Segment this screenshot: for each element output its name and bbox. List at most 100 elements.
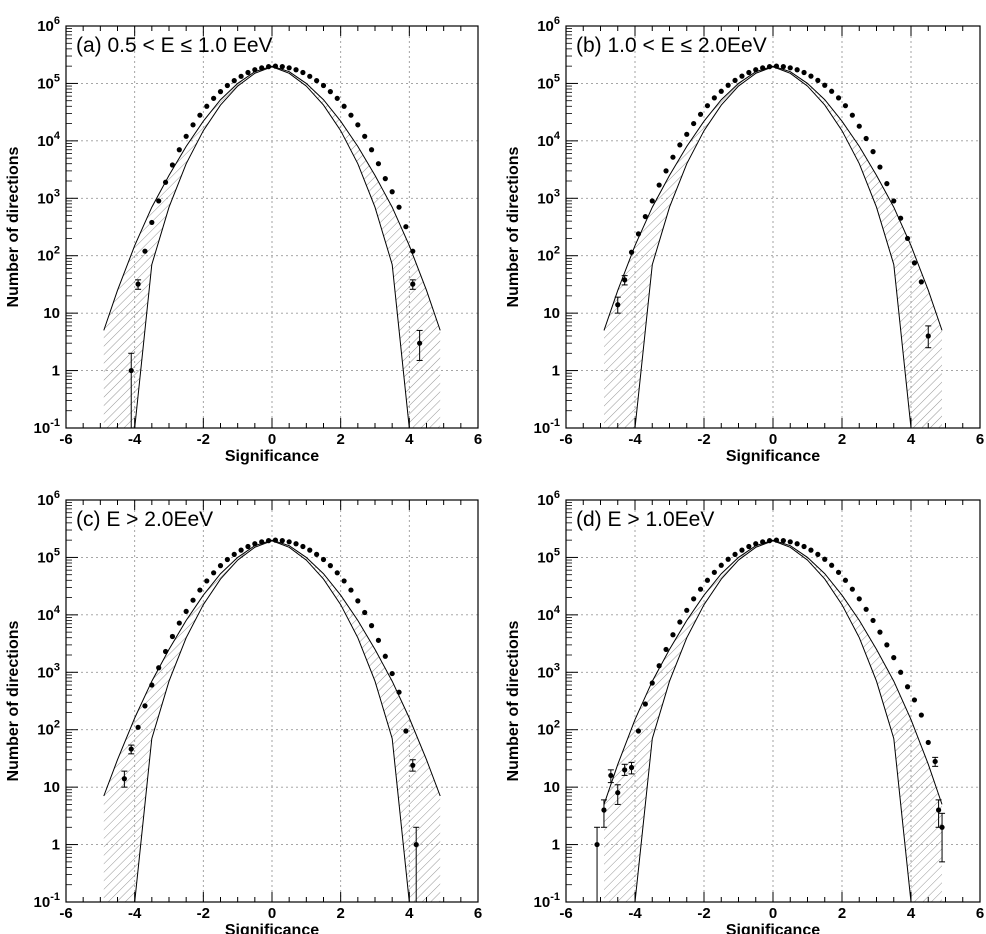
data-point <box>622 767 628 773</box>
y-tick-label: 105 <box>537 72 560 92</box>
data-point <box>320 556 327 563</box>
x-tick-label: 4 <box>405 431 414 448</box>
data-point <box>794 541 800 547</box>
data-point <box>382 653 388 659</box>
data-point <box>135 724 141 730</box>
data-point <box>162 179 169 185</box>
y-tick-label: 102 <box>537 245 560 265</box>
y-tick-label: 103 <box>37 187 60 207</box>
y-tick-label: 10 <box>43 305 60 322</box>
data-point <box>245 69 251 76</box>
y-tick-label: 104 <box>537 130 561 150</box>
data-point <box>382 176 388 182</box>
data-point <box>732 77 738 83</box>
data-point <box>829 88 835 94</box>
data-point <box>677 619 683 625</box>
data-point <box>169 162 176 168</box>
data-point <box>642 701 648 707</box>
data-point <box>169 633 176 640</box>
data-point <box>135 281 141 287</box>
data-point <box>753 541 759 547</box>
panel-label: (b) 1.0 < E ≤ 2.0EeV <box>576 34 767 57</box>
data-point <box>766 538 773 544</box>
data-point <box>149 219 155 226</box>
data-point <box>780 538 786 544</box>
data-point <box>156 665 162 671</box>
data-point <box>204 578 210 584</box>
band-upper-curve <box>103 539 441 797</box>
data-point <box>746 69 752 76</box>
data-point <box>413 841 419 848</box>
data-point <box>642 213 648 220</box>
data-point <box>293 541 299 547</box>
y-tick-label: 103 <box>537 661 560 681</box>
data-point <box>677 142 683 148</box>
data-point <box>594 841 600 848</box>
data-point <box>697 111 704 117</box>
data-point <box>128 746 134 752</box>
x-axis-label: Significance <box>726 922 820 934</box>
data-point <box>403 224 409 230</box>
y-tick-label: 105 <box>537 546 560 566</box>
data-point <box>211 570 217 576</box>
data-point <box>918 712 924 718</box>
x-tick-label: -4 <box>628 431 642 448</box>
data-point <box>286 65 292 71</box>
x-tick-label: -4 <box>128 905 142 922</box>
x-tick-label: -6 <box>559 905 572 922</box>
data-point <box>142 703 148 709</box>
data-point <box>197 112 203 118</box>
data-point <box>362 133 368 139</box>
data-point <box>656 663 662 669</box>
data-point <box>849 586 855 592</box>
y-axis-label: Number of directions <box>5 620 22 781</box>
data-point <box>348 112 354 118</box>
data-point <box>829 562 835 568</box>
y-tick-label: 102 <box>37 245 60 265</box>
data-point <box>725 556 731 562</box>
data-point <box>231 78 237 84</box>
data-point <box>884 642 890 648</box>
y-axis-label: Number of directions <box>505 146 522 307</box>
data-point <box>787 539 793 545</box>
chart-panel-2: -6 -4 -2 0 2 4 6 10-1 1 10 102 103 104 105 106 Signific… <box>5 489 482 934</box>
data-point <box>663 646 669 653</box>
y-tick-label: 104 <box>537 604 561 624</box>
y-tick-label: 1 <box>52 363 60 380</box>
data-point <box>808 73 814 79</box>
data-point <box>327 563 333 569</box>
data-point <box>348 587 354 593</box>
data-point <box>684 607 690 613</box>
data-point <box>279 538 285 544</box>
y-tick-label: 103 <box>537 187 560 207</box>
data-point <box>863 135 869 142</box>
data-point <box>410 281 416 287</box>
y-tick-label: 1 <box>52 837 60 854</box>
data-point <box>877 164 883 170</box>
data-point <box>732 551 738 557</box>
y-tick-label: 10-1 <box>34 891 60 911</box>
y-tick-label: 10 <box>543 779 560 796</box>
data-point <box>362 609 368 616</box>
x-tick-label: 0 <box>268 905 276 922</box>
data-point <box>238 73 244 79</box>
data-point <box>128 367 134 374</box>
data-point <box>252 67 258 73</box>
data-point <box>794 67 800 73</box>
data-point <box>801 69 807 76</box>
data-point <box>286 539 292 545</box>
data-point <box>417 340 423 346</box>
data-point <box>252 541 258 547</box>
data-point <box>856 596 862 602</box>
y-tick-label: 10-1 <box>34 417 60 437</box>
data-point <box>183 133 189 139</box>
data-point <box>156 198 162 204</box>
data-point <box>704 103 711 109</box>
data-point <box>760 539 766 545</box>
x-tick-label: 6 <box>976 431 984 448</box>
data-point <box>635 231 642 237</box>
data-point <box>615 302 621 308</box>
x-tick-label: 4 <box>907 905 916 922</box>
x-tick-label: -2 <box>197 431 210 448</box>
y-tick-label: 106 <box>537 15 560 35</box>
